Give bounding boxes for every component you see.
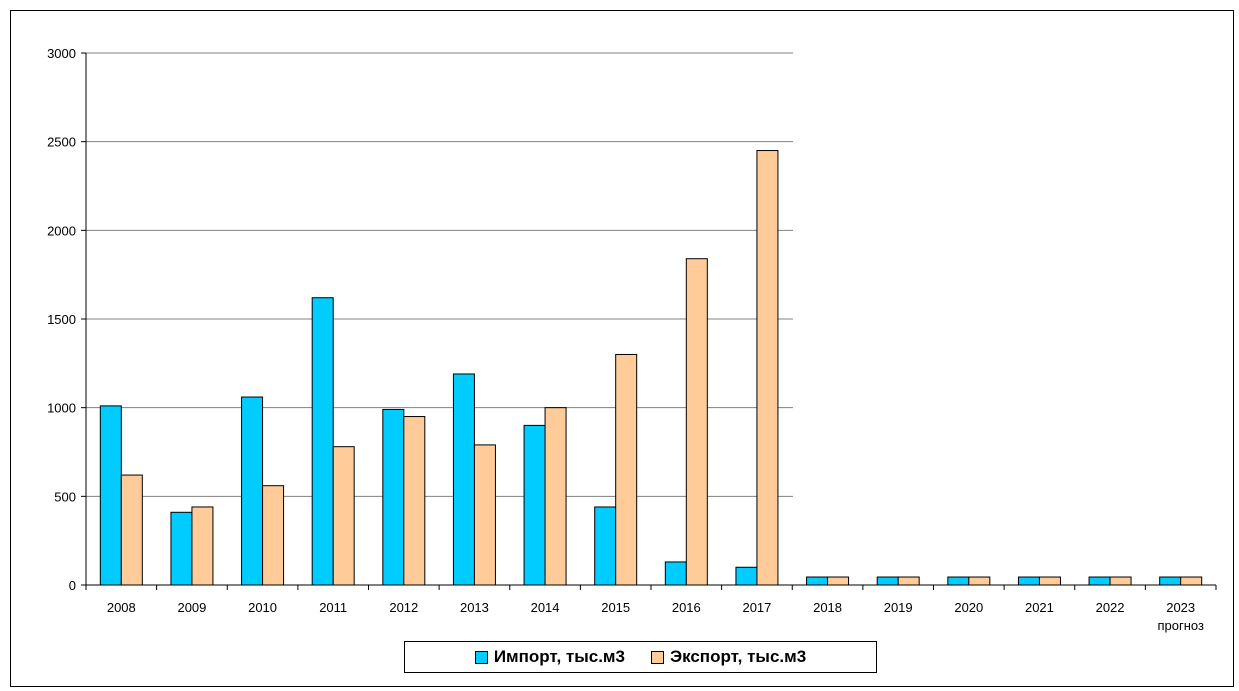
bar-export xyxy=(544,407,567,586)
bar-export xyxy=(403,416,426,586)
bar-export xyxy=(120,474,143,586)
bar-import xyxy=(170,511,193,586)
legend: Импорт, тыс.м3 Экспорт, тыс.м3 xyxy=(404,641,877,673)
x-tick-label: 2014 xyxy=(531,600,560,615)
y-tick-label: 1000 xyxy=(47,401,76,416)
bar-export xyxy=(1180,576,1203,586)
bar-import xyxy=(382,408,405,586)
bar-export xyxy=(191,506,214,586)
y-tick-labels: 0 500 1000 1500 2000 2500 3000 xyxy=(47,46,76,593)
bar-import xyxy=(1088,576,1111,586)
bar-export xyxy=(615,353,638,586)
bar-import xyxy=(1017,576,1040,586)
y-tick-label: 0 xyxy=(69,578,76,593)
x-tick-label: 2017 xyxy=(742,600,771,615)
x-tick-label: 2008 xyxy=(107,600,136,615)
bar-export xyxy=(332,446,355,586)
legend-item-import: Импорт, тыс.м3 xyxy=(474,647,625,667)
x-tick-label: 2018 xyxy=(813,600,842,615)
bar-import xyxy=(664,561,687,586)
bar-export xyxy=(1109,576,1132,586)
bars xyxy=(99,150,1203,586)
x-tick-sublabel: прогноз xyxy=(1157,618,1204,633)
bar-export xyxy=(897,576,920,586)
legend-swatch-export xyxy=(650,650,664,664)
y-tick-label: 2500 xyxy=(47,135,76,150)
bar-import xyxy=(311,297,334,586)
bar-export xyxy=(968,576,991,586)
y-tick-label: 500 xyxy=(54,489,76,504)
x-tick-label: 2021 xyxy=(1025,600,1054,615)
bar-import xyxy=(947,576,970,586)
x-tick-label: 2019 xyxy=(884,600,913,615)
bar-import xyxy=(594,506,617,586)
legend-item-export: Экспорт, тыс.м3 xyxy=(650,647,807,667)
bar-import xyxy=(876,576,899,586)
bar-import xyxy=(523,424,546,586)
x-tick-label: 2022 xyxy=(1096,600,1125,615)
gridlines xyxy=(86,52,793,497)
x-tick-labels: 2008 2009 2010 2011 2012 2013 2014 2015 2016 2017… xyxy=(107,600,1204,633)
x-tick-label: 2015 xyxy=(601,600,630,615)
x-tick-label: 2010 xyxy=(248,600,277,615)
bar-import xyxy=(241,396,264,586)
bar-import xyxy=(1159,576,1182,586)
bar-import xyxy=(806,576,829,586)
legend-label-export: Экспорт, тыс.м3 xyxy=(669,647,807,666)
x-tick-label: 2013 xyxy=(460,600,489,615)
x-tick-label: 2020 xyxy=(954,600,983,615)
y-tick-label: 2000 xyxy=(47,223,76,238)
bar-export xyxy=(262,485,285,586)
bar-import xyxy=(735,566,758,586)
bar-export xyxy=(1038,576,1061,586)
x-tick-label: 2016 xyxy=(672,600,701,615)
x-tick-label: 2009 xyxy=(177,600,206,615)
y-tick-label: 3000 xyxy=(47,46,76,61)
legend-label-import: Импорт, тыс.м3 xyxy=(493,647,625,666)
bar-export xyxy=(473,444,496,586)
y-tick-label: 1500 xyxy=(47,312,76,327)
bar-import xyxy=(99,405,122,586)
x-tick-label: 2012 xyxy=(389,600,418,615)
bar-export xyxy=(685,258,708,586)
x-tick-label: 2011 xyxy=(319,600,347,615)
bar-import xyxy=(452,373,475,586)
axes xyxy=(81,52,1217,590)
bar-export xyxy=(756,150,779,586)
x-tick-label: 2023 xyxy=(1166,600,1195,615)
bar-export xyxy=(827,576,850,586)
legend-swatch-import xyxy=(474,650,488,664)
